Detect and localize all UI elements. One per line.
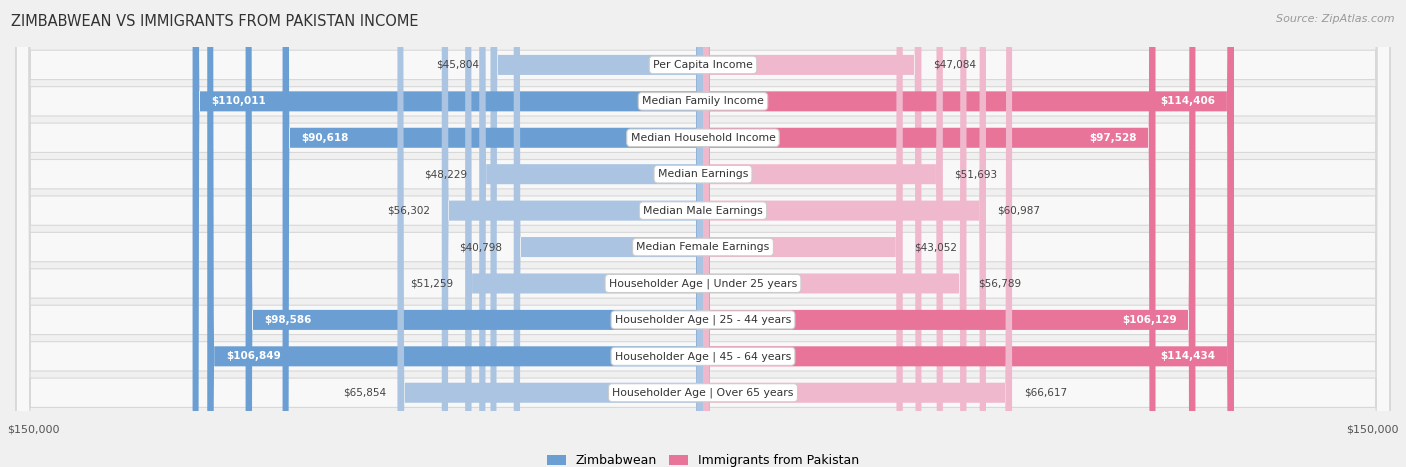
Text: $51,259: $51,259 — [411, 278, 454, 289]
Text: Householder Age | 45 - 64 years: Householder Age | 45 - 64 years — [614, 351, 792, 361]
Text: Per Capita Income: Per Capita Income — [652, 60, 754, 70]
FancyBboxPatch shape — [193, 0, 703, 467]
Text: Householder Age | Under 25 years: Householder Age | Under 25 years — [609, 278, 797, 289]
FancyBboxPatch shape — [465, 0, 703, 467]
Text: $56,302: $56,302 — [387, 205, 430, 216]
FancyBboxPatch shape — [703, 0, 903, 467]
Text: $114,406: $114,406 — [1160, 96, 1215, 106]
FancyBboxPatch shape — [17, 0, 1389, 467]
Text: $47,084: $47,084 — [934, 60, 976, 70]
Text: $114,434: $114,434 — [1160, 351, 1215, 361]
Text: $60,987: $60,987 — [998, 205, 1040, 216]
Text: $66,617: $66,617 — [1024, 388, 1067, 398]
Text: $48,229: $48,229 — [425, 169, 468, 179]
FancyBboxPatch shape — [703, 0, 1156, 467]
Text: Median Earnings: Median Earnings — [658, 169, 748, 179]
FancyBboxPatch shape — [17, 0, 1389, 467]
Text: Median Family Income: Median Family Income — [643, 96, 763, 106]
FancyBboxPatch shape — [17, 0, 1389, 467]
FancyBboxPatch shape — [491, 0, 703, 467]
Text: $40,798: $40,798 — [460, 242, 502, 252]
Text: $106,849: $106,849 — [226, 351, 281, 361]
FancyBboxPatch shape — [513, 0, 703, 467]
FancyBboxPatch shape — [703, 0, 1234, 467]
Text: Median Male Earnings: Median Male Earnings — [643, 205, 763, 216]
FancyBboxPatch shape — [17, 0, 1389, 467]
FancyBboxPatch shape — [17, 0, 1389, 467]
Text: $150,000: $150,000 — [1347, 425, 1399, 435]
FancyBboxPatch shape — [207, 0, 703, 467]
Text: $97,528: $97,528 — [1090, 133, 1137, 143]
FancyBboxPatch shape — [398, 0, 703, 467]
FancyBboxPatch shape — [703, 0, 966, 467]
FancyBboxPatch shape — [283, 0, 703, 467]
Text: Householder Age | Over 65 years: Householder Age | Over 65 years — [612, 388, 794, 398]
FancyBboxPatch shape — [703, 0, 1234, 467]
FancyBboxPatch shape — [17, 0, 1389, 467]
FancyBboxPatch shape — [703, 0, 1195, 467]
Text: $51,693: $51,693 — [955, 169, 998, 179]
FancyBboxPatch shape — [703, 0, 986, 467]
FancyBboxPatch shape — [17, 0, 1389, 467]
Legend: Zimbabwean, Immigrants from Pakistan: Zimbabwean, Immigrants from Pakistan — [541, 449, 865, 467]
FancyBboxPatch shape — [246, 0, 703, 467]
FancyBboxPatch shape — [703, 0, 943, 467]
Text: Median Household Income: Median Household Income — [630, 133, 776, 143]
Text: Householder Age | 25 - 44 years: Householder Age | 25 - 44 years — [614, 315, 792, 325]
FancyBboxPatch shape — [17, 0, 1389, 467]
Text: Median Female Earnings: Median Female Earnings — [637, 242, 769, 252]
Text: $150,000: $150,000 — [7, 425, 59, 435]
Text: $110,011: $110,011 — [211, 96, 266, 106]
Text: $45,804: $45,804 — [436, 60, 479, 70]
FancyBboxPatch shape — [703, 0, 1012, 467]
Text: $65,854: $65,854 — [343, 388, 385, 398]
FancyBboxPatch shape — [703, 0, 921, 467]
Text: $106,129: $106,129 — [1122, 315, 1177, 325]
Text: $90,618: $90,618 — [301, 133, 349, 143]
Text: $43,052: $43,052 — [914, 242, 957, 252]
FancyBboxPatch shape — [17, 0, 1389, 467]
FancyBboxPatch shape — [17, 0, 1389, 467]
Text: $56,789: $56,789 — [979, 278, 1021, 289]
Text: Source: ZipAtlas.com: Source: ZipAtlas.com — [1277, 14, 1395, 24]
FancyBboxPatch shape — [479, 0, 703, 467]
Text: $98,586: $98,586 — [264, 315, 312, 325]
Text: ZIMBABWEAN VS IMMIGRANTS FROM PAKISTAN INCOME: ZIMBABWEAN VS IMMIGRANTS FROM PAKISTAN I… — [11, 14, 419, 29]
FancyBboxPatch shape — [441, 0, 703, 467]
